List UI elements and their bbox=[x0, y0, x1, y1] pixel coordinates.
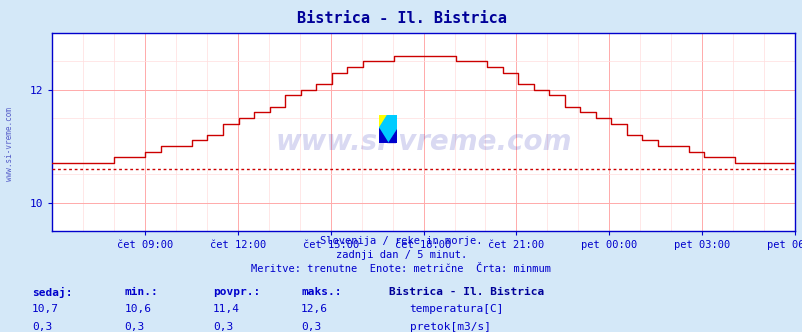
Text: 0,3: 0,3 bbox=[301, 322, 321, 332]
Text: maks.:: maks.: bbox=[301, 287, 341, 297]
Text: min.:: min.: bbox=[124, 287, 158, 297]
Text: www.si-vreme.com: www.si-vreme.com bbox=[5, 108, 14, 181]
Text: sedaj:: sedaj: bbox=[32, 287, 72, 298]
Text: zadnji dan / 5 minut.: zadnji dan / 5 minut. bbox=[335, 250, 467, 260]
Text: temperatura[C]: temperatura[C] bbox=[409, 304, 504, 314]
Text: Meritve: trenutne  Enote: metrične  Črta: minmum: Meritve: trenutne Enote: metrične Črta: … bbox=[251, 264, 551, 274]
Text: 0,3: 0,3 bbox=[124, 322, 144, 332]
Polygon shape bbox=[379, 129, 387, 143]
Text: 0,3: 0,3 bbox=[213, 322, 233, 332]
Text: 11,4: 11,4 bbox=[213, 304, 240, 314]
Text: 12,6: 12,6 bbox=[301, 304, 328, 314]
Polygon shape bbox=[387, 129, 396, 143]
Text: 10,7: 10,7 bbox=[32, 304, 59, 314]
Text: Slovenija / reke in morje.: Slovenija / reke in morje. bbox=[320, 236, 482, 246]
Text: pretok[m3/s]: pretok[m3/s] bbox=[409, 322, 490, 332]
Text: Bistrica - Il. Bistrica: Bistrica - Il. Bistrica bbox=[296, 11, 506, 26]
Polygon shape bbox=[379, 115, 396, 143]
Text: www.si-vreme.com: www.si-vreme.com bbox=[275, 128, 571, 156]
Text: Bistrica - Il. Bistrica: Bistrica - Il. Bistrica bbox=[389, 287, 544, 297]
Text: 0,3: 0,3 bbox=[32, 322, 52, 332]
Text: povpr.:: povpr.: bbox=[213, 287, 260, 297]
Polygon shape bbox=[379, 115, 387, 129]
Text: 10,6: 10,6 bbox=[124, 304, 152, 314]
Polygon shape bbox=[387, 115, 396, 129]
